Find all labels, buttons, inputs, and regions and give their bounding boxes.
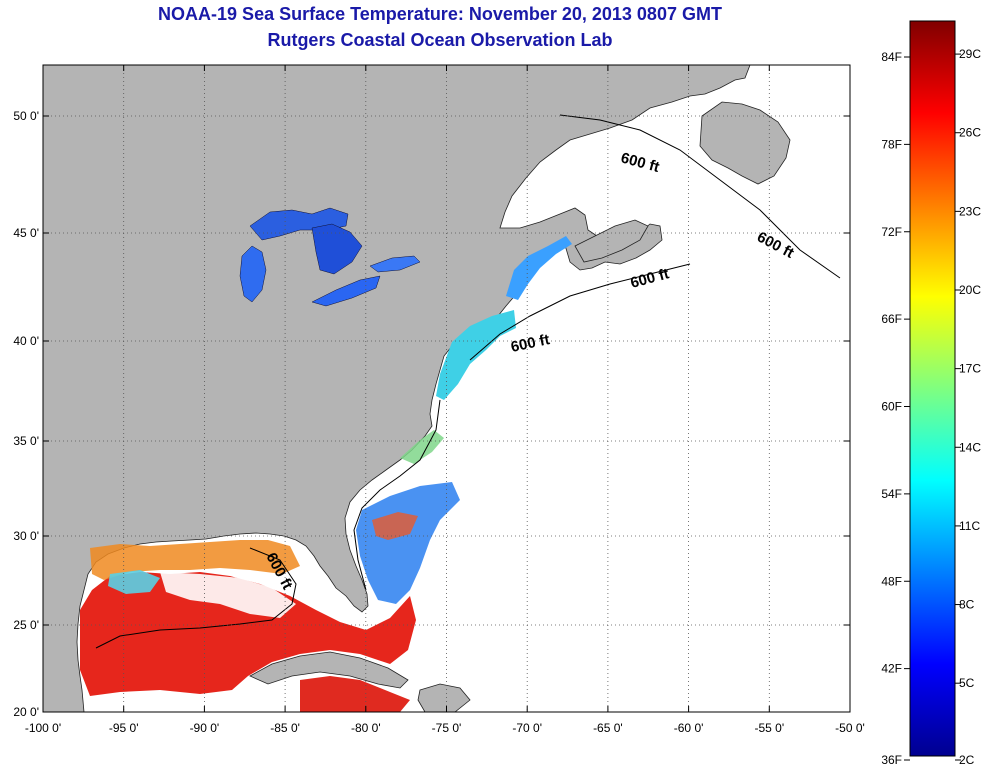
lake-huron [311,223,363,275]
map-frame [42,64,851,713]
lon-tick-label: -65 0' [593,721,623,735]
lon-tick-label: -100 0' [25,721,61,735]
lon-tick-label: -70 0' [512,721,542,735]
sst-gulf-stream [356,482,460,604]
lat-tick-label: 20 0' [13,705,39,719]
colorbar-fahrenheit-labels: 84F 78F 72F 66F 60F 54F 48F 42F 36F [881,50,910,767]
sst-southeast-coast [400,430,444,464]
colorbar-c-label: 20C [959,283,981,297]
lat-lon-grid [43,65,850,712]
lon-tick-label: -95 0' [109,721,139,735]
colorbar-f-label: 42F [881,662,902,676]
colorbar-f-label: 78F [881,137,902,151]
land-hispaniola [417,683,471,712]
colorbar-c-label: 11C [959,519,980,533]
colorbar-f-label: 48F [881,574,902,588]
colorbar-c-label: 29C [959,47,981,61]
colorbar [909,20,956,757]
lon-tick-label: -80 0' [351,721,381,735]
lon-tick-label: -60 0' [674,721,704,735]
colorbar-c-label: 26C [959,126,981,140]
lat-tick-label: 30 0' [13,529,39,543]
colorbar-celsius-labels: 29C 26C 23C 20C 17C 14C 11C 8C 5C 2C [955,47,981,767]
lat-tick-label: 45 0' [13,226,39,240]
lon-tick-label: -55 0' [754,721,784,735]
colorbar-c-label: 14C [959,440,981,454]
sst-gulf-coastal-warm [90,540,300,580]
depth-contour-600ft [95,114,841,649]
sst-cloud-gap-gulf [160,572,296,618]
lon-tick-label: -85 0' [270,721,300,735]
colorbar-c-label: 2C [959,753,975,767]
lon-tick-label: -50 0' [835,721,865,735]
map-title: NOAA-19 Sea Surface Temperature: Novembe… [158,4,722,24]
land-mass [43,65,751,712]
lat-tick-label: 50 0' [13,109,39,123]
sst-gulf-of-mexico [80,572,416,696]
land-cuba [249,651,409,689]
colorbar-f-label: 36F [881,753,902,767]
lat-tick-label: 35 0' [13,434,39,448]
colorbar-c-label: 17C [959,362,981,376]
colorbar-f-label: 60F [881,400,902,414]
sst-gulf-cool-patch [108,570,160,594]
colorbar-c-label: 5C [959,676,975,690]
colorbar-c-label: 23C [959,204,981,218]
lat-tick-label: 25 0' [13,618,39,632]
lake-ontario [369,255,421,273]
sst-caribbean [300,676,410,712]
lat-tick-label: 40 0' [13,334,39,348]
colorbar-f-label: 72F [881,225,902,239]
longitude-ticks: -100 0' -95 0' -90 0' -85 0' -80 0' -75 0' -70… [25,65,865,735]
colorbar-f-label: 54F [881,487,902,501]
colorbar-c-label: 8C [959,598,975,612]
map-subtitle: Rutgers Coastal Ocean Observation Lab [267,30,613,50]
lon-tick-label: -75 0' [432,721,462,735]
lake-michigan [239,245,267,303]
lon-tick-label: -90 0' [190,721,220,735]
land-newfoundland [699,101,791,185]
sst-gulf-of-maine [506,236,572,300]
lake-erie [311,275,381,307]
colorbar-f-label: 84F [881,50,902,64]
colorbar-f-label: 66F [881,312,902,326]
sst-gulf-stream-warm [372,512,418,540]
lake-superior [249,207,349,241]
